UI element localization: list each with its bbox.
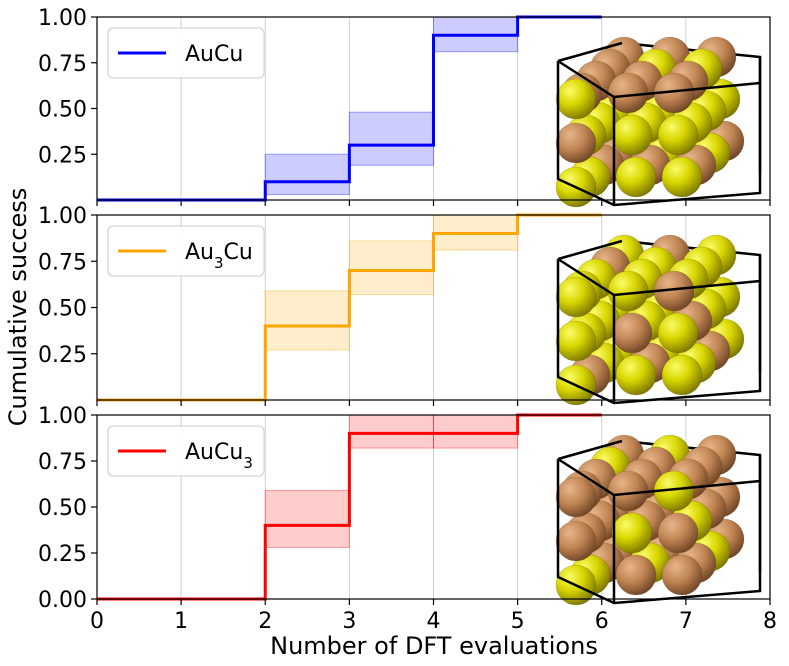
crystal-front-frame [556,239,762,405]
y-tick-label: 0.50 [38,297,87,322]
atom [615,354,657,396]
x-tick-label: 2 [258,609,272,634]
legend-label: AuCu3 [185,440,253,472]
AuCu-crystal-inset [555,36,762,208]
y-tick-label: 0.25 [38,143,87,168]
atom [615,554,657,596]
y-tick-label: 1.00 [38,6,87,31]
atom [555,276,597,318]
x-tick-label: 4 [427,609,441,634]
y-tick-label: 0.25 [38,343,87,368]
atom [661,554,703,596]
atom [555,520,597,562]
atom [555,320,597,362]
y-tick-label: 0.75 [38,250,87,275]
legend-box [107,225,265,277]
x-axis-label: Number of DFT evaluations [270,632,598,660]
confidence-band [433,414,519,449]
y-tick-label: 0.75 [38,52,87,77]
x-tick-label: 7 [679,609,693,634]
x-tick-label: 5 [511,609,525,634]
atom [661,354,703,396]
atom [657,114,699,156]
x-tick-label: 0 [90,609,104,634]
panel-1: AuCu 0.25 0.50 0.75 1.00 [38,6,771,208]
confidence-band [264,489,350,548]
y-tick-label: 0.75 [38,450,87,475]
y-tick-label: 1.00 [38,404,87,429]
panel-2: Au3Cu 0.25 0.50 0.75 1.00 [38,204,771,406]
y-tick-label: 0.25 [38,542,87,567]
crystal-front-frame [556,439,762,605]
confidence-band [348,240,434,296]
atom [657,512,699,554]
atom [555,122,597,164]
y-axis-label: Cumulative success [4,188,32,427]
atom [555,476,597,518]
legend: Au3Cu [107,225,265,277]
atom [657,312,699,354]
legend-label: Au3Cu [185,240,253,272]
Au3Cu-crystal-inset [555,234,762,406]
y-tick-label: 1.00 [38,204,87,229]
atom [611,114,653,156]
AuCu3-crystal-inset [555,434,762,606]
x-tick-label: 8 [763,609,777,634]
legend: AuCu [107,27,265,79]
atom [611,312,653,354]
confidence-band [348,414,434,449]
legend-box [107,425,265,477]
y-tick-label: 0.50 [38,496,87,521]
atom [661,156,703,198]
x-tick-label: 3 [342,609,356,634]
x-tick-label: 1 [174,609,188,634]
legend: AuCu3 [107,425,265,477]
atom [555,78,597,120]
legend-label: AuCu [185,42,243,67]
y-tick-label: 0.50 [38,98,87,123]
x-tick-label: 6 [595,609,609,634]
legend-box [107,27,265,79]
atom [615,156,657,198]
crystal-front-frame [556,41,762,207]
confidence-band [264,153,350,196]
confidence-band [264,290,350,351]
confidence-band [348,111,434,166]
panel-3: AuCu3 0.00 0.25 0.50 0.75 1.00 0 1 2 3 4 5 6 7 8 [38,404,777,634]
atom [611,512,653,554]
y-tick-label: 0.00 [38,588,87,613]
